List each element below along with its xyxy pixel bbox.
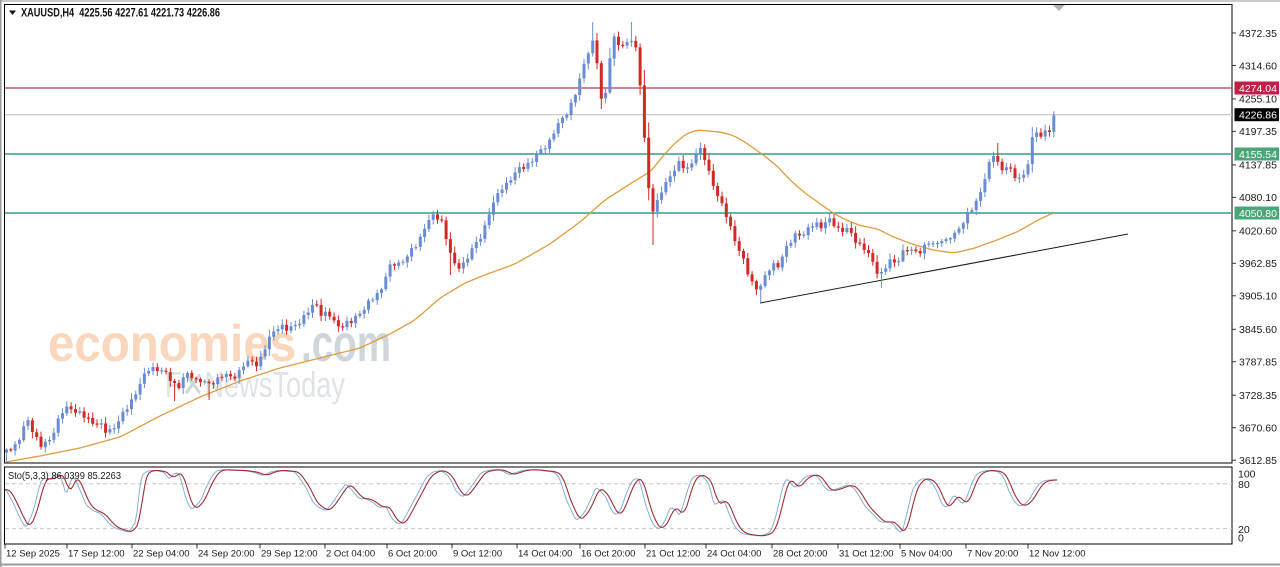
svg-text:22 Sep 04:00: 22 Sep 04:00 [133, 549, 190, 560]
svg-text:3728.35: 3728.35 [1239, 390, 1277, 402]
svg-text:29 Sep 12:00: 29 Sep 12:00 [261, 549, 318, 560]
svg-text:28 Oct 20:00: 28 Oct 20:00 [773, 549, 827, 560]
svg-text:Sto(5,3,3) 86.0399 85.2263: Sto(5,3,3) 86.0399 85.2263 [8, 471, 121, 482]
svg-text:4020.60: 4020.60 [1239, 226, 1277, 238]
svg-text:16 Oct 20:00: 16 Oct 20:00 [581, 549, 635, 560]
svg-text:24 Sep 20:00: 24 Sep 20:00 [198, 549, 255, 560]
svg-text:21 Oct 12:00: 21 Oct 12:00 [646, 549, 700, 560]
svg-text:4197.35: 4197.35 [1239, 126, 1277, 138]
svg-text:12 Nov 12:00: 12 Nov 12:00 [1029, 549, 1086, 560]
svg-text:F✕NewsToday: F✕NewsToday [165, 364, 345, 405]
svg-text:4226.86: 4226.86 [1239, 110, 1277, 122]
svg-text:7 Nov 20:00: 7 Nov 20:00 [967, 549, 1018, 560]
svg-text:100: 100 [1238, 469, 1256, 481]
svg-text:economies: economies [48, 315, 296, 373]
svg-text:2 Oct 04:00: 2 Oct 04:00 [326, 549, 375, 560]
svg-text:3787.85: 3787.85 [1239, 357, 1277, 369]
svg-text:80: 80 [1238, 479, 1250, 491]
svg-text:3845.60: 3845.60 [1239, 324, 1277, 336]
svg-text:20: 20 [1238, 524, 1250, 536]
svg-text:5 Nov 04:00: 5 Nov 04:00 [901, 549, 952, 560]
svg-text:3962.85: 3962.85 [1239, 258, 1277, 270]
svg-text:4372.35: 4372.35 [1239, 28, 1277, 40]
svg-text:31 Oct 12:00: 31 Oct 12:00 [839, 549, 893, 560]
svg-text:3612.85: 3612.85 [1239, 455, 1277, 467]
svg-text:4137.85: 4137.85 [1239, 160, 1277, 172]
svg-text:4314.60: 4314.60 [1239, 60, 1277, 72]
svg-text:4255.10: 4255.10 [1239, 94, 1277, 106]
svg-text:9 Oct 12:00: 9 Oct 12:00 [453, 549, 502, 560]
svg-text:4274.04: 4274.04 [1239, 83, 1277, 95]
svg-text:XAUUSD,H4 4225.56 4227.61 422: XAUUSD,H4 4225.56 4227.61 4221.73 4226.8… [21, 8, 220, 20]
svg-text:4155.54: 4155.54 [1239, 149, 1277, 161]
svg-text:4080.10: 4080.10 [1239, 192, 1277, 204]
svg-text:12 Sep 2025: 12 Sep 2025 [6, 549, 60, 560]
svg-text:14 Oct 04:00: 14 Oct 04:00 [518, 549, 572, 560]
svg-text:24 Oct 04:00: 24 Oct 04:00 [707, 549, 761, 560]
svg-text:3670.60: 3670.60 [1239, 423, 1277, 435]
svg-text:3905.10: 3905.10 [1239, 291, 1277, 303]
svg-text:0: 0 [1238, 533, 1244, 545]
svg-text:6 Oct 20:00: 6 Oct 20:00 [388, 549, 437, 560]
svg-text:17 Sep 12:00: 17 Sep 12:00 [68, 549, 125, 560]
svg-text:4050.80: 4050.80 [1239, 208, 1277, 220]
